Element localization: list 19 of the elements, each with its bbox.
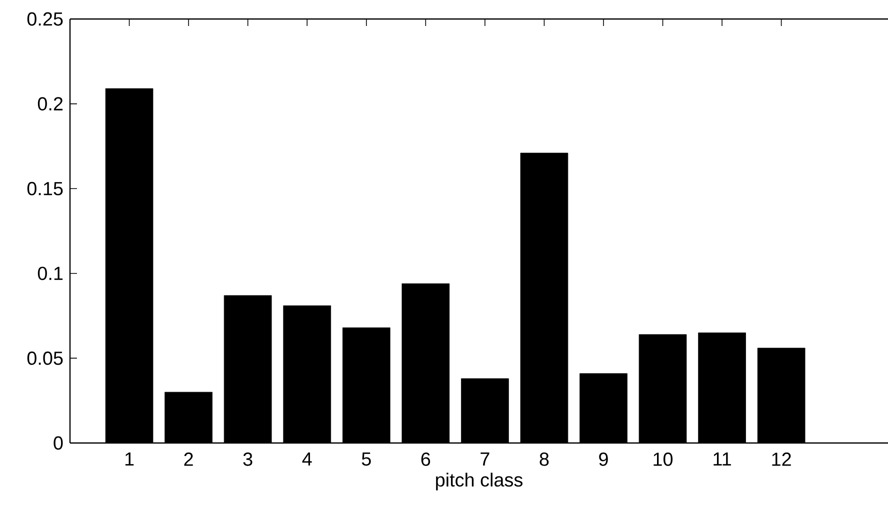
x-tick-label: 1 (125, 452, 134, 466)
x-axis-title: pitch class (436, 472, 522, 490)
y-tick-label: 0.2 (38, 97, 63, 110)
x-tick-label: 11 (714, 452, 731, 466)
y-tick-label: 0.05 (27, 351, 63, 365)
y-tick-label: 0.15 (27, 182, 63, 196)
x-tick-label: 4 (302, 452, 312, 466)
x-tick-label: 2 (184, 452, 193, 466)
x-tick-label: 3 (243, 452, 252, 466)
x-tick-label: 7 (480, 452, 490, 466)
x-tick-label: 9 (599, 452, 608, 466)
x-tick-label: 6 (421, 452, 430, 466)
y-tick-label: 0 (54, 436, 63, 450)
y-tick-label: 0.25 (27, 12, 63, 26)
x-tick-label: 5 (362, 452, 371, 466)
x-tick-label: 8 (540, 452, 549, 466)
x-tick-label: 10 (654, 452, 673, 466)
x-tick-label: 12 (772, 452, 791, 466)
y-tick-label: 0.1 (38, 266, 63, 280)
